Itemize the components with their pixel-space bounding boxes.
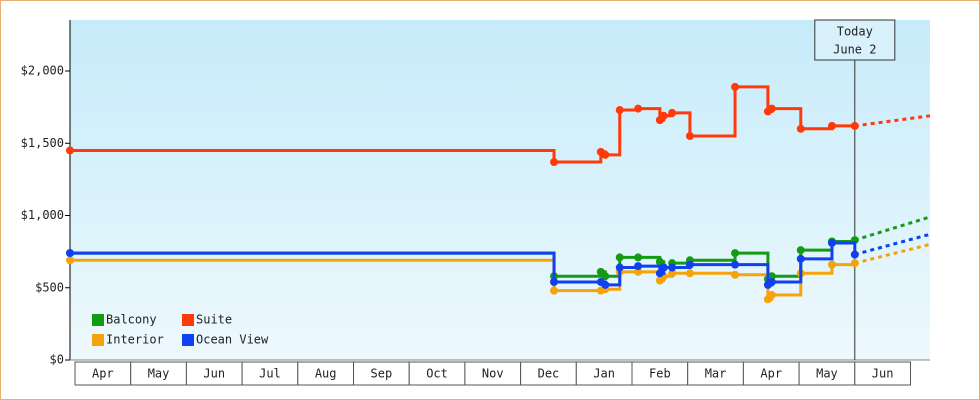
legend-swatch [182,314,194,326]
point [850,259,859,268]
point [601,272,610,281]
point [601,150,610,159]
point [850,121,859,130]
x-tick-label: Dec [538,367,560,381]
x-tick-label: May [816,367,838,381]
point [634,104,643,113]
forecast-line [854,215,931,242]
point [827,121,836,130]
point [655,269,664,278]
today-label: Today [837,25,873,39]
legend-label: Balcony [106,313,157,327]
point [66,256,74,265]
x-tick-label: Jul [259,367,281,381]
forecast-line [854,242,931,265]
x-tick-label: Mar [705,367,727,381]
point [615,106,624,115]
point [550,286,559,295]
legend-label: Ocean View [196,333,269,347]
x-tick-label: Jan [593,367,615,381]
point [668,263,677,272]
point [659,111,668,120]
point [659,263,668,272]
y-tick-label: $2,000 [21,64,64,78]
point [634,262,643,271]
x-tick-label: Aug [315,367,337,381]
point [767,290,776,299]
point [66,146,74,155]
y-tick-label: $1,000 [21,208,64,222]
point [550,158,559,167]
point [668,269,677,278]
today-box [814,19,896,61]
point [685,260,694,269]
point [767,104,776,113]
point [634,253,643,262]
point [767,277,776,286]
y-tick-label: $0 [50,353,64,367]
legend-swatch [182,334,194,346]
point [827,260,836,269]
x-tick-label: Oct [426,367,448,381]
point [634,267,643,276]
point [685,132,694,141]
x-tick-label: Nov [482,367,504,381]
point [796,124,805,133]
point [731,82,740,91]
point [850,250,859,259]
point [550,277,559,286]
x-tick-cell [854,361,912,386]
point [66,249,74,258]
today-label: June 2 [833,43,876,57]
forecast-line [854,232,931,256]
y-tick-label: $1,500 [21,136,64,150]
plot-area [70,20,930,360]
x-tick-label: Apr [92,367,114,381]
point [767,272,776,281]
x-tick-label: Sep [371,367,393,381]
point [655,257,664,266]
point [601,280,610,289]
legend-swatch [92,334,104,346]
y-tick-label: $500 [35,280,64,294]
x-tick-label: Jun [872,367,894,381]
legend-swatch [92,314,104,326]
x-tick-label: May [148,367,170,381]
point [731,249,740,258]
point [731,270,740,279]
point [796,246,805,255]
point [615,263,624,272]
point [668,108,677,117]
legend-label: Suite [196,313,232,327]
x-tick-label: Jun [203,367,225,381]
point [796,254,805,263]
x-tick-label: Apr [760,367,782,381]
point [615,253,624,262]
point [731,260,740,269]
legend-label: Interior [106,333,164,347]
point [685,269,694,278]
point [827,238,836,247]
x-tick-label: Feb [649,367,671,381]
